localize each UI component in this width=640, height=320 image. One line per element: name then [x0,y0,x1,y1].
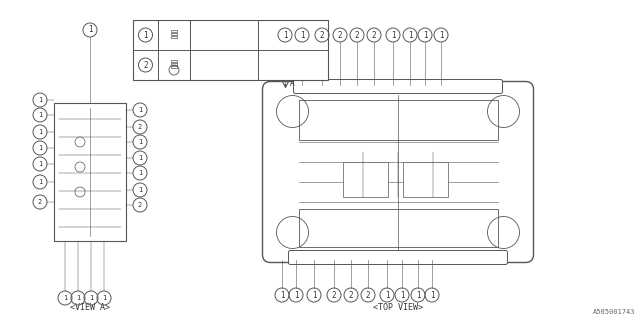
Text: 1: 1 [38,129,42,135]
Bar [298,100,497,140]
Text: 1: 1 [300,30,304,39]
Text: 1: 1 [400,291,404,300]
Text: 1: 1 [280,291,284,300]
Text: M380002: M380002 [274,60,306,69]
Text: 1: 1 [283,30,287,39]
Text: A: A [289,79,294,88]
Text: 1: 1 [38,145,42,151]
Text: 1: 1 [438,30,444,39]
Text: M6X18: M6X18 [212,60,236,69]
Text: <TOP VIEW>: <TOP VIEW> [373,303,423,312]
Text: 2: 2 [332,291,336,300]
Text: 2: 2 [38,199,42,205]
Text: 2: 2 [138,124,142,130]
Bar [171,62,177,65]
Text: 1: 1 [385,291,389,300]
Text: 1: 1 [138,155,142,161]
Text: 2: 2 [355,30,359,39]
Text: 1: 1 [89,295,93,301]
Text: 2: 2 [365,291,371,300]
Text: R910004: R910004 [274,30,306,39]
Text: 2: 2 [372,30,376,39]
Bar [54,103,126,241]
Text: 1: 1 [88,26,92,35]
Text: 1: 1 [38,161,42,167]
Text: 1: 1 [38,97,42,103]
Bar [171,36,177,38]
FancyBboxPatch shape [262,82,534,262]
Text: 1: 1 [138,139,142,145]
Text: 1: 1 [416,291,420,300]
FancyBboxPatch shape [289,251,508,265]
Bar [171,66,177,68]
Text: 1: 1 [76,295,80,301]
Text: 1: 1 [138,187,142,193]
Bar [171,29,177,32]
Text: 1: 1 [294,291,298,300]
Text: A505001743: A505001743 [593,309,635,315]
Text: 1: 1 [38,179,42,185]
Text: 2: 2 [320,30,324,39]
Bar [133,20,328,80]
Text: 2: 2 [138,202,142,208]
Text: 1: 1 [408,30,412,39]
Text: 2: 2 [143,60,148,69]
Bar [403,162,448,197]
Text: 1: 1 [390,30,396,39]
Bar [343,162,388,197]
FancyBboxPatch shape [294,79,502,93]
Bar [171,33,177,35]
Text: 1: 1 [143,30,148,39]
Text: <VIEW A>: <VIEW A> [70,303,110,312]
Text: M5X13: M5X13 [212,30,236,39]
Text: 1: 1 [38,112,42,118]
Text: 1: 1 [102,295,106,301]
Text: 1: 1 [422,30,428,39]
Text: 1: 1 [138,107,142,113]
Text: 2: 2 [349,291,353,300]
Bar [171,60,177,62]
Text: 1: 1 [138,170,142,176]
Text: 1: 1 [63,295,67,301]
Text: 1: 1 [429,291,435,300]
Bar [298,209,497,246]
Text: 2: 2 [338,30,342,39]
Text: 1: 1 [312,291,316,300]
